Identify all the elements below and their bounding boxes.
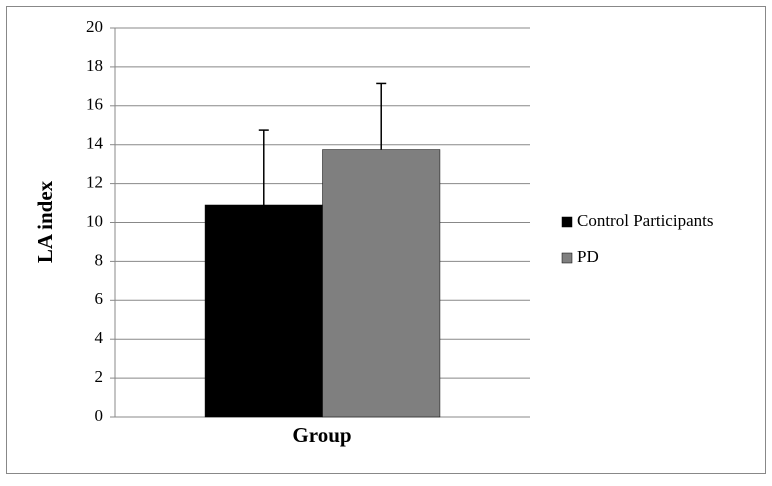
y-tick-label: 8 <box>95 250 104 269</box>
y-tick-label: 4 <box>95 328 104 347</box>
y-tick-label: 10 <box>86 211 103 230</box>
y-tick-label: 18 <box>86 56 103 75</box>
y-axis-label: LA index <box>33 180 57 263</box>
legend-label: PD <box>577 247 599 266</box>
legend-swatch <box>561 252 573 264</box>
y-tick-label: 0 <box>95 406 104 425</box>
legend-label: Control Participants <box>577 211 713 230</box>
y-tick-label: 16 <box>86 95 103 114</box>
y-tick-label: 2 <box>95 367 104 386</box>
bar <box>322 149 441 418</box>
legend-swatch <box>561 216 573 228</box>
x-axis-label: Group <box>292 423 351 447</box>
y-tick-label: 14 <box>86 134 104 153</box>
y-tick-label: 6 <box>95 289 104 308</box>
bar <box>204 204 323 418</box>
y-tick-label: 12 <box>86 173 103 192</box>
y-tick-label: 20 <box>86 17 103 36</box>
